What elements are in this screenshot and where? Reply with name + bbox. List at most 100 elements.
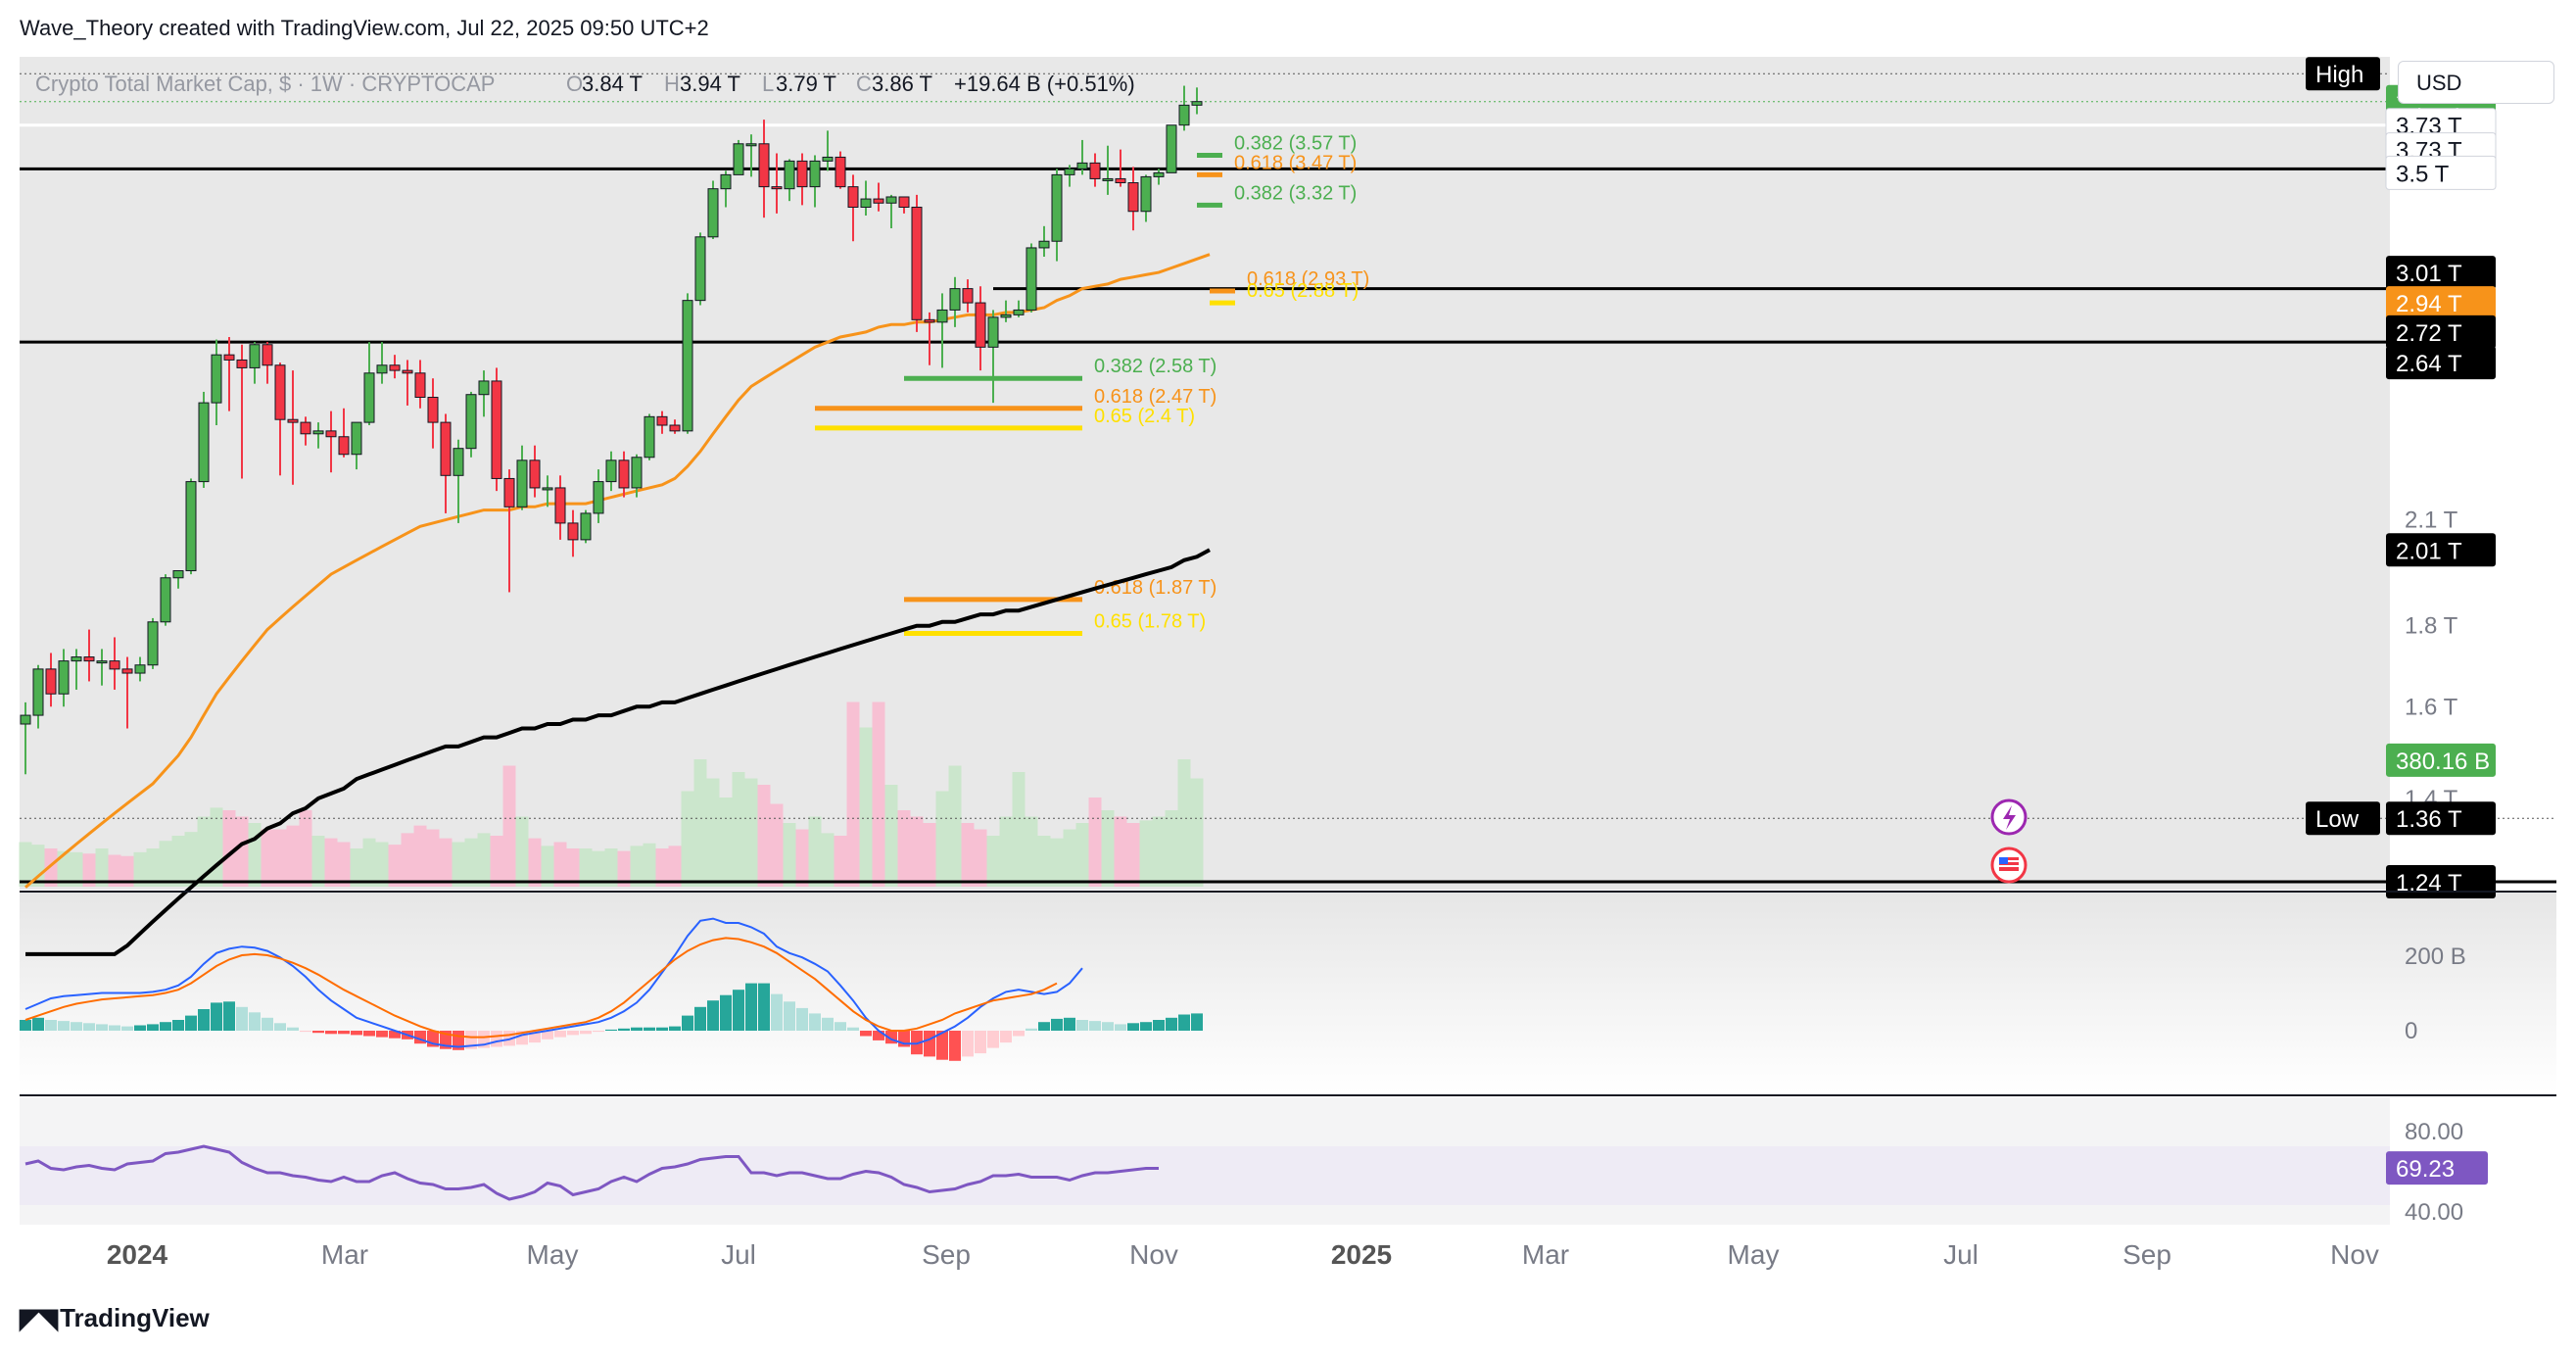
volume-area (1126, 823, 1140, 887)
rsi-value-box (2386, 1151, 2488, 1185)
macd-histogram-bar (83, 1023, 95, 1031)
candle-body (478, 380, 490, 396)
candle-body (580, 512, 592, 541)
candle-body (1038, 240, 1050, 249)
macd-histogram-bar (1153, 1020, 1165, 1031)
macd-histogram-bar (71, 1022, 82, 1031)
macd-histogram-bar (1166, 1017, 1177, 1031)
candle-body (656, 415, 668, 426)
fib-label: 0.382 (3.57 T) (1234, 132, 1357, 154)
candle-body (1076, 162, 1088, 169)
price-label-box (2386, 256, 2496, 290)
price-label-box (2386, 286, 2496, 320)
ema50-line (24, 253, 1211, 889)
volume-area (923, 823, 936, 887)
volume-area (681, 791, 694, 887)
open-value: 3.84 T (582, 72, 643, 96)
flash-icon[interactable] (1990, 798, 2027, 836)
volume-area (273, 829, 287, 887)
volume-area (1177, 759, 1191, 887)
candle-body (338, 436, 350, 456)
volume-area (617, 850, 631, 887)
macd-histogram-bar (631, 1027, 643, 1031)
macd-line (24, 917, 1083, 1048)
macd-histogram-bar (975, 1031, 986, 1054)
macd-histogram-bar (121, 1026, 133, 1031)
macd-histogram-bar (58, 1021, 70, 1031)
volume-area (974, 829, 987, 887)
macd-histogram-bar (45, 1020, 57, 1031)
volume-area (541, 846, 554, 887)
candle-body (300, 421, 311, 435)
candle-body (351, 421, 362, 456)
us-flag-icon[interactable] (1990, 846, 2027, 884)
macd-histogram-bar (554, 1031, 566, 1038)
candle-body (911, 206, 923, 320)
volume-area (490, 836, 503, 887)
volume-area (910, 816, 924, 887)
macd-histogram-bar (835, 1022, 846, 1031)
volume-area (95, 848, 109, 887)
macd-histogram-bar (147, 1024, 159, 1031)
main-pane-bg (20, 57, 2390, 890)
y-tick-label: 1.6 T (2405, 694, 2458, 720)
candle-body (936, 309, 948, 323)
macd-histogram-bar (847, 1027, 859, 1031)
y-tick-label: 2.1 T (2405, 508, 2458, 534)
macd-histogram-bar (809, 1013, 821, 1031)
volume-area (630, 846, 644, 887)
signal-line (24, 937, 1058, 1039)
volume-area (948, 765, 962, 887)
volume-area (834, 836, 847, 887)
high-label: H (664, 72, 680, 96)
candle-body (440, 421, 452, 476)
candle-body (962, 288, 974, 304)
rsi-value-label: 69.23 (2396, 1156, 2455, 1183)
candle-body (987, 316, 999, 348)
candle-body (529, 459, 541, 489)
volume-area (872, 701, 885, 887)
volume-area (999, 816, 1013, 887)
x-tick-label: Sep (2123, 1239, 2171, 1270)
symbol-title: Crypto Total Market Cap, $ · 1W · CRYPTO… (35, 72, 495, 96)
candle-body (223, 354, 235, 361)
volume-area (197, 816, 211, 887)
candle-body (822, 156, 834, 162)
volume-area (159, 841, 172, 887)
low-value: 3.79 T (776, 72, 836, 96)
volume-area (1037, 836, 1051, 887)
candle-body (1013, 309, 1025, 315)
tradingview-logo[interactable]: ◤◥ TradingView (20, 1302, 210, 1334)
macd-histogram-bar (822, 1017, 834, 1031)
close-value: 3.86 T (872, 72, 932, 96)
candle-body (312, 430, 324, 435)
macd-histogram-bar (771, 993, 783, 1031)
price-label-box (2386, 533, 2496, 567)
rsi-tick-label: 40.00 (2405, 1199, 2463, 1226)
currency-selector[interactable]: USD (2398, 61, 2554, 104)
volume-area (884, 785, 898, 887)
level-lines (20, 73, 2556, 884)
volume-area (44, 848, 58, 887)
candle-body (71, 656, 82, 662)
volume-area (1075, 823, 1089, 887)
candle-body (453, 448, 464, 476)
price-label-box (2386, 314, 2496, 349)
macd-histogram-bar (274, 1023, 286, 1031)
volume-area (1025, 816, 1038, 887)
macd-histogram-bar (1051, 1018, 1063, 1031)
candle-body (605, 459, 617, 483)
volume-area (897, 810, 911, 887)
macd-histogram-bar (172, 1020, 184, 1031)
volume-area (706, 778, 720, 887)
volume-area (783, 823, 796, 887)
price-label-text: 1.36 T (2396, 806, 2462, 833)
candle-body (516, 459, 528, 508)
macd-histogram-bar (618, 1028, 630, 1031)
candle-body (20, 714, 31, 725)
candle-body (949, 288, 961, 311)
macd-histogram-bar (325, 1031, 337, 1035)
candle-body (542, 487, 553, 491)
open-label: O (566, 72, 583, 96)
